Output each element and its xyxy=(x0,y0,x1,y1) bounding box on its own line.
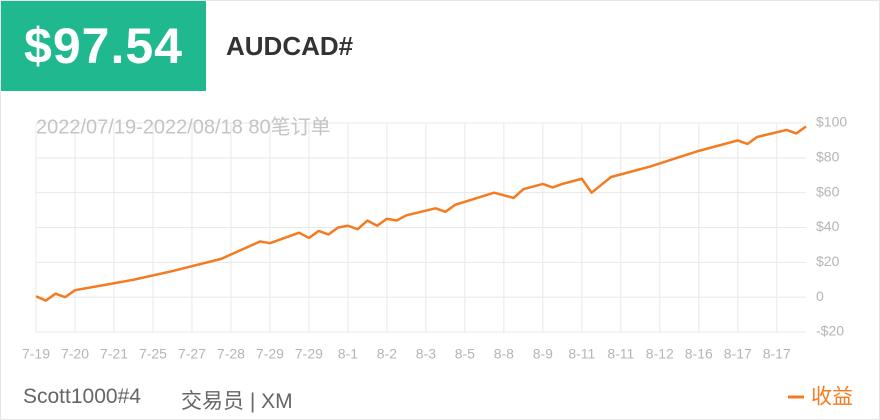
y-tick-label: $20 xyxy=(816,253,840,269)
y-tick-label: $80 xyxy=(816,149,840,165)
price-badge: $97.54 xyxy=(1,1,206,91)
x-tick-label: 7-29 xyxy=(256,346,284,362)
x-tick-label: 8-17 xyxy=(763,346,791,362)
x-tick-label: 8-16 xyxy=(685,346,713,362)
y-tick-label: -$20 xyxy=(816,323,844,339)
x-tick-label: 8-17 xyxy=(724,346,752,362)
x-tick-label: 7-21 xyxy=(100,346,128,362)
y-tick-label: $100 xyxy=(816,114,847,130)
x-tick-label: 7-27 xyxy=(178,346,206,362)
x-tick-label: 7-25 xyxy=(139,346,167,362)
x-tick-label: 7-20 xyxy=(61,346,89,362)
x-tick-label: 8-11 xyxy=(607,346,634,362)
broker: 交易员 | XM xyxy=(181,390,293,413)
x-tick-label: 8-2 xyxy=(377,346,397,362)
x-tick-label: 7-19 xyxy=(22,346,50,362)
x-tick-label: 8-8 xyxy=(494,346,514,362)
x-tick-label: 8-3 xyxy=(416,346,436,362)
line xyxy=(35,125,807,302)
y-tick-label: $60 xyxy=(816,183,840,199)
y-tick-label: $40 xyxy=(816,218,840,234)
trader: Scott1000#4 xyxy=(23,385,141,408)
x-tick-label: 8-5 xyxy=(455,346,475,362)
legend-label: 收益 xyxy=(811,386,853,409)
x-tick-label: 7-28 xyxy=(217,346,245,362)
y-tick-label: 0 xyxy=(816,288,824,304)
x-tick-label: 7-29 xyxy=(295,346,323,362)
x-tick-label: 8-11 xyxy=(568,346,595,362)
chart-subtitle: 2022/07/19-2022/08/18 80笔订单 xyxy=(36,115,331,138)
x-tick-label: 8-12 xyxy=(646,346,674,362)
x-tick-label: 8-9 xyxy=(533,346,553,362)
x-tick-label: 8-1 xyxy=(338,346,358,362)
symbol: AUDCAD# xyxy=(226,31,354,61)
